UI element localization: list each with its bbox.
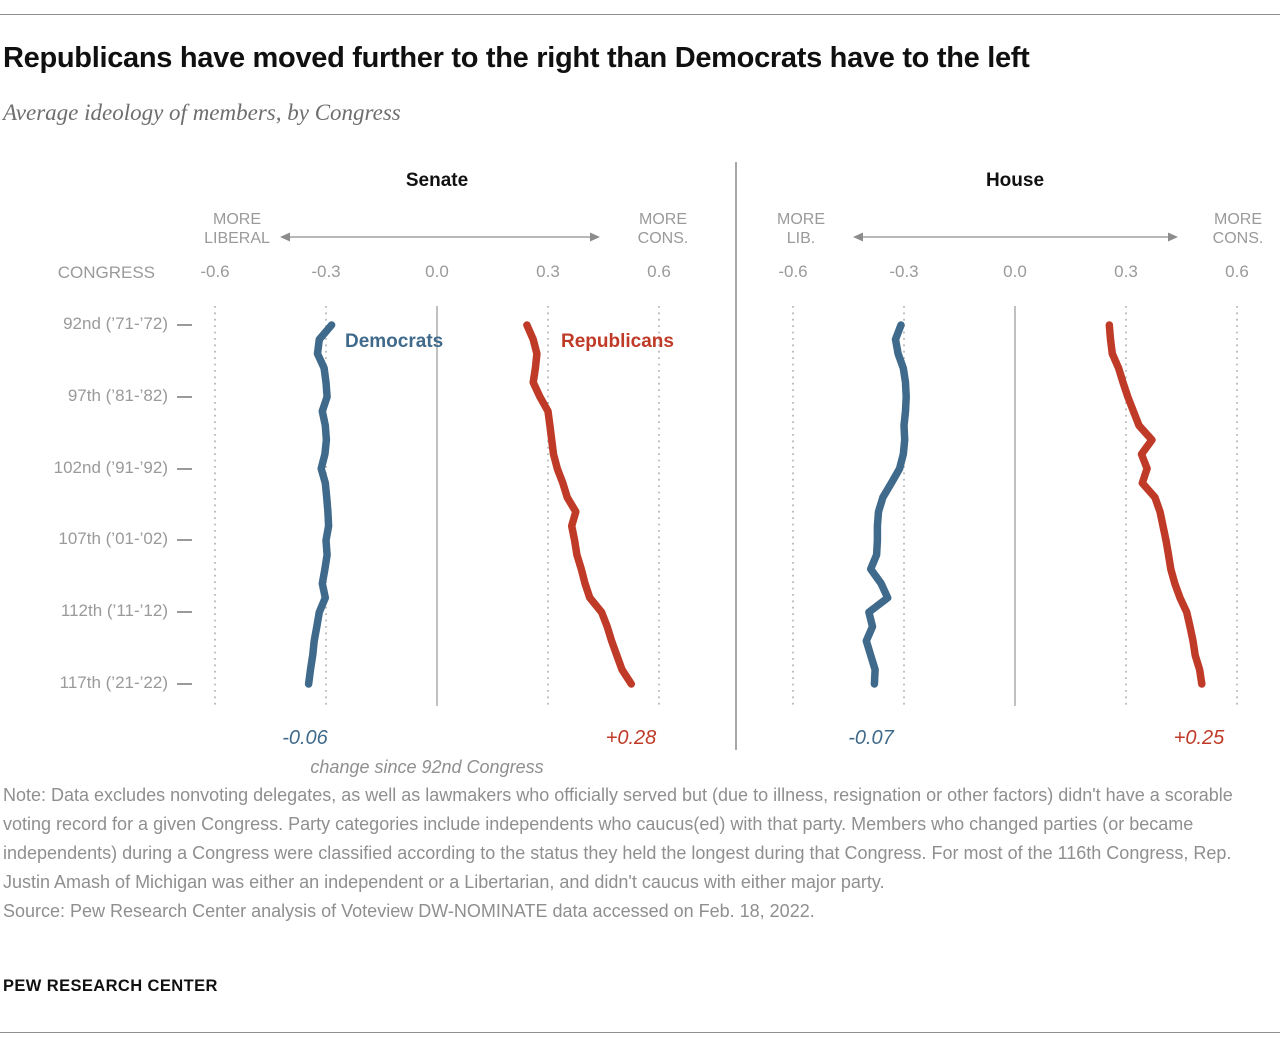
- congress-row-label: 112th (’11-’12): [60, 601, 168, 620]
- more-cons-line2: CONS.: [1212, 230, 1264, 247]
- top-rule: [0, 14, 1280, 15]
- house-dem-change-label: -0.07: [848, 727, 894, 749]
- congress-axis-tick: [177, 611, 192, 613]
- congress-row-label: 92nd (’71-’72): [63, 314, 168, 333]
- congress-axis-tick: [177, 324, 192, 326]
- congress-axis-tick: [177, 539, 192, 541]
- senate-x-tick--0.3: -0.3: [311, 262, 341, 281]
- senate-panel-title: Senate: [405, 170, 469, 191]
- footnotes-block: Note: Data excludes nonvoting delegates,…: [3, 781, 1255, 926]
- arrow-head-right-icon: [1168, 232, 1178, 242]
- more-liberal-line1: MORE: [213, 211, 261, 228]
- senate-rep-change-label: +0.28: [605, 727, 657, 749]
- house-democrats-line: [862, 321, 910, 688]
- more-lib-line1: MORE: [777, 211, 825, 228]
- house-x-tick-0.3: 0.3: [1114, 262, 1138, 281]
- brand-footer: PEW RESEARCH CENTER: [3, 977, 218, 995]
- change-caption: change since 92nd Congress: [310, 757, 544, 777]
- house-panel-title: House: [985, 170, 1045, 191]
- congress-row-label: 107th (’01-’02): [58, 529, 168, 548]
- senate-x-tick-0.3: 0.3: [536, 262, 560, 281]
- note-text: Note: Data excludes nonvoting delegates,…: [3, 785, 1233, 892]
- bottom-rule: [0, 1032, 1280, 1033]
- house-x-tick--0.6: -0.6: [778, 262, 808, 281]
- house-x-tick-0.0: 0.0: [1003, 262, 1027, 281]
- arrow-head-left-icon: [280, 232, 290, 242]
- congress-row-label: 117th (’21-’22): [59, 673, 168, 692]
- senate-x-tick-0.6: 0.6: [647, 262, 671, 281]
- congress-axis-label: CONGRESS: [57, 263, 155, 282]
- republicans-series-label: Republicans: [561, 331, 674, 352]
- congress-axis-tick: [177, 683, 192, 685]
- congress-row-label: 97th (’81-’82): [67, 386, 168, 405]
- house-x-tick--0.3: -0.3: [889, 262, 919, 281]
- house-rep-change-label: +0.25: [1173, 727, 1225, 749]
- source-text: Source: Pew Research Center analysis of …: [3, 901, 815, 921]
- senate-democrats-line: [304, 321, 336, 688]
- more-lib-line2: LIB.: [786, 230, 816, 247]
- page-subtitle: Average ideology of members, by Congress: [3, 100, 401, 125]
- senate-x-tick-0.0: 0.0: [425, 262, 449, 281]
- house-x-tick-0.6: 0.6: [1225, 262, 1249, 281]
- senate-republicans-line: [523, 321, 636, 688]
- senate-more-liberal-label: MORE LIBERAL: [177, 210, 297, 248]
- congress-axis-tick: [177, 396, 192, 398]
- democrats-series-label: Democrats: [345, 331, 444, 352]
- house-more-conservative-label: MORE CONS.: [1178, 210, 1280, 248]
- arrow-head-right-icon: [590, 232, 600, 242]
- congress-row-label: 102nd (’91-’92): [53, 458, 168, 477]
- congress-axis-tick: [177, 468, 192, 470]
- more-cons-line2: CONS.: [637, 230, 689, 247]
- more-liberal-line2: LIBERAL: [204, 230, 270, 247]
- house-more-liberal-label: MORE LIB.: [741, 210, 861, 248]
- senate-more-conservative-label: MORE CONS.: [603, 210, 723, 248]
- arrow-head-left-icon: [853, 232, 863, 242]
- senate-dem-change-label: -0.06: [282, 727, 328, 749]
- more-cons-line1: MORE: [639, 211, 687, 228]
- page-title: Republicans have moved further to the ri…: [3, 42, 1030, 74]
- senate-x-tick--0.6: -0.6: [200, 262, 230, 281]
- house-republicans-line: [1105, 321, 1206, 688]
- more-cons-line1: MORE: [1214, 211, 1262, 228]
